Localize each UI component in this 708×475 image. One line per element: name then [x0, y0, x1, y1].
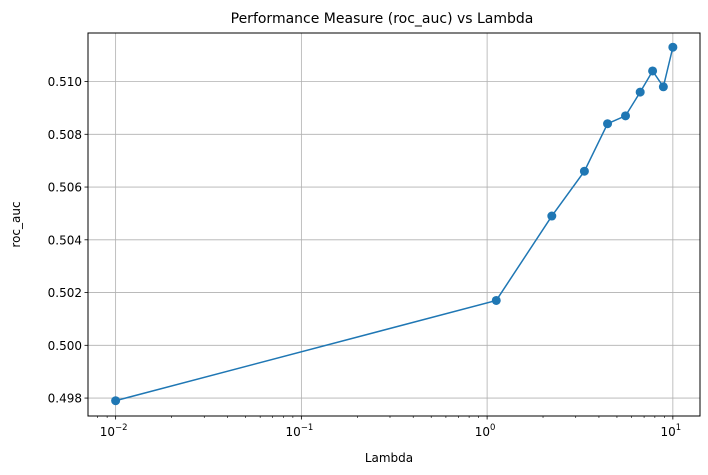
chart-title: Performance Measure (roc_auc) vs Lambda [231, 11, 534, 27]
x-tick-label: 100 [475, 423, 496, 439]
x-tick-label: 10−1 [285, 423, 313, 439]
series-layer [111, 42, 678, 406]
data-point [491, 295, 501, 305]
data-point [668, 42, 678, 52]
series-line [115, 47, 674, 402]
x-axis-label: Lambda [365, 451, 413, 465]
y-tick-label: 0.506 [48, 181, 82, 195]
x-tick-label: 101 [661, 423, 682, 439]
data-point [648, 66, 658, 76]
data-point [621, 111, 631, 121]
data-point [635, 87, 645, 97]
y-axis-label: roc_auc [9, 201, 23, 247]
x-tick-label: 10−2 [100, 423, 128, 439]
data-point [111, 396, 121, 406]
ticks: 0.498 0.500 0.502 0.504 0.506 0.508 0.510 10−2 1… [48, 75, 682, 439]
y-tick-label: 0.502 [48, 286, 82, 300]
data-point [547, 211, 557, 221]
grid [88, 33, 700, 416]
data-point [658, 82, 668, 92]
y-tick-label: 0.510 [48, 75, 82, 89]
plot-frame [87, 32, 701, 417]
y-tick-label: 0.504 [48, 233, 82, 247]
y-tick-label: 0.498 [48, 392, 82, 406]
data-point [579, 166, 589, 176]
y-tick-label: 0.500 [48, 339, 82, 353]
data-point [603, 119, 613, 129]
y-tick-label: 0.508 [48, 128, 82, 142]
